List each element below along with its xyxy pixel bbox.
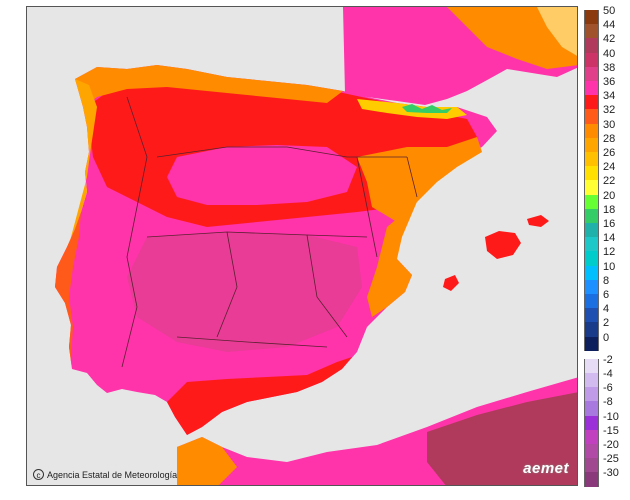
legend-swatch--4 (584, 373, 599, 388)
legend-swatch-50 (584, 10, 599, 25)
legend-swatch-18 (584, 208, 599, 223)
legend-label-2: 2 (603, 317, 610, 330)
legend-swatch-12 (584, 251, 599, 266)
legend-swatch-6 (584, 294, 599, 309)
galicia-coast (57, 79, 97, 277)
legend-label-44: 44 (603, 19, 616, 32)
legend-label--15: -15 (603, 424, 619, 437)
legend-swatch--30 (584, 472, 599, 487)
menorca-island (527, 215, 549, 227)
east-coast-orange (367, 197, 419, 317)
legend-label-10: 10 (603, 260, 616, 273)
legend-swatch--20 (584, 444, 599, 459)
legend-swatch-28 (584, 137, 599, 152)
legend-label-26: 26 (603, 147, 616, 159)
legend-swatch-2 (584, 322, 599, 337)
credit-text: Agencia Estatal de Meteorología (47, 469, 178, 480)
temperature-map: c Agencia Estatal de Meteorología aemet (26, 6, 578, 486)
legend-label-4: 4 (603, 303, 610, 316)
legend-label--6: -6 (603, 382, 613, 395)
legend-label-24: 24 (603, 161, 616, 174)
pyrenees-peaks (402, 104, 452, 113)
legend-label-6: 6 (603, 289, 610, 301)
legend-swatch--6 (584, 387, 599, 402)
color-legend: 50 44 42 40 38 36 34 32 30 28 26 24 22 20 18 16 14 12 10 8 6… (584, 5, 628, 488)
legend-label-38: 38 (603, 61, 616, 74)
legend-swatch-20 (584, 194, 599, 209)
south-hot-zone (127, 232, 362, 352)
portugal-coast (55, 212, 81, 369)
legend-label-40: 40 (603, 47, 616, 60)
legend-label-8: 8 (603, 274, 610, 287)
legend-swatch-30 (584, 123, 599, 138)
legend-label-32: 32 (603, 104, 616, 117)
morocco-coast (177, 437, 237, 485)
legend-swatch-34 (584, 95, 599, 110)
legend-label-14: 14 (603, 232, 616, 245)
legend-swatch-8 (584, 279, 599, 294)
legend-swatch-14 (584, 237, 599, 252)
legend-swatch-26 (584, 152, 599, 167)
legend-swatch-36 (584, 81, 599, 96)
legend-label-22: 22 (603, 175, 616, 188)
legend-swatch--8 (584, 401, 599, 416)
legend-swatch-44 (584, 24, 599, 39)
copyright-icon: c (33, 469, 44, 480)
legend-swatch-38 (584, 66, 599, 81)
atlas-hot (427, 392, 577, 485)
legend-label--2: -2 (603, 353, 613, 366)
legend-label-34: 34 (603, 90, 616, 103)
legend-label-36: 36 (603, 76, 616, 88)
legend-swatch-16 (584, 223, 599, 238)
legend-label--30: -30 (603, 467, 619, 480)
northern-meseta (167, 145, 357, 205)
legend-label-16: 16 (603, 218, 616, 230)
legend-swatch-40 (584, 52, 599, 67)
legend-swatch--15 (584, 429, 599, 444)
south-coast-red (167, 357, 352, 435)
legend-label--8: -8 (603, 396, 613, 409)
legend-swatch--2 (584, 358, 599, 373)
legend-label--20: -20 (603, 439, 619, 451)
legend-swatch-24 (584, 166, 599, 181)
legend-swatch--25 (584, 458, 599, 473)
north-coast-orange (75, 65, 343, 107)
legend-swatch-0 (584, 336, 599, 351)
legend-label-18: 18 (603, 203, 616, 216)
legend-label-50: 50 (603, 5, 616, 17)
legend-label--4: -4 (603, 368, 613, 380)
legend-label-30: 30 (603, 118, 616, 131)
ibiza-island (443, 275, 459, 291)
region-borders (121, 96, 418, 368)
ebro-valley (357, 137, 482, 222)
aemet-logo: aemet (523, 460, 569, 477)
mallorca-island (485, 231, 521, 259)
legend-label-20: 20 (603, 189, 616, 202)
france-south (447, 7, 577, 69)
alps-cool (537, 7, 577, 56)
legend-swatch-42 (584, 38, 599, 53)
legend-label-42: 42 (603, 33, 616, 46)
legend-label-12: 12 (603, 246, 616, 259)
legend-label--25: -25 (603, 453, 619, 466)
legend-label--10: -10 (603, 410, 619, 423)
map-canvas (27, 7, 577, 485)
credit-label: c Agencia Estatal de Meteorología (33, 469, 177, 480)
legend-swatch--10 (584, 415, 599, 430)
legend-label-28: 28 (603, 132, 616, 145)
legend-swatch-22 (584, 180, 599, 195)
legend-swatch-32 (584, 109, 599, 124)
legend-swatch-4 (584, 308, 599, 323)
legend-label-0: 0 (603, 331, 610, 344)
legend-swatch-10 (584, 265, 599, 280)
